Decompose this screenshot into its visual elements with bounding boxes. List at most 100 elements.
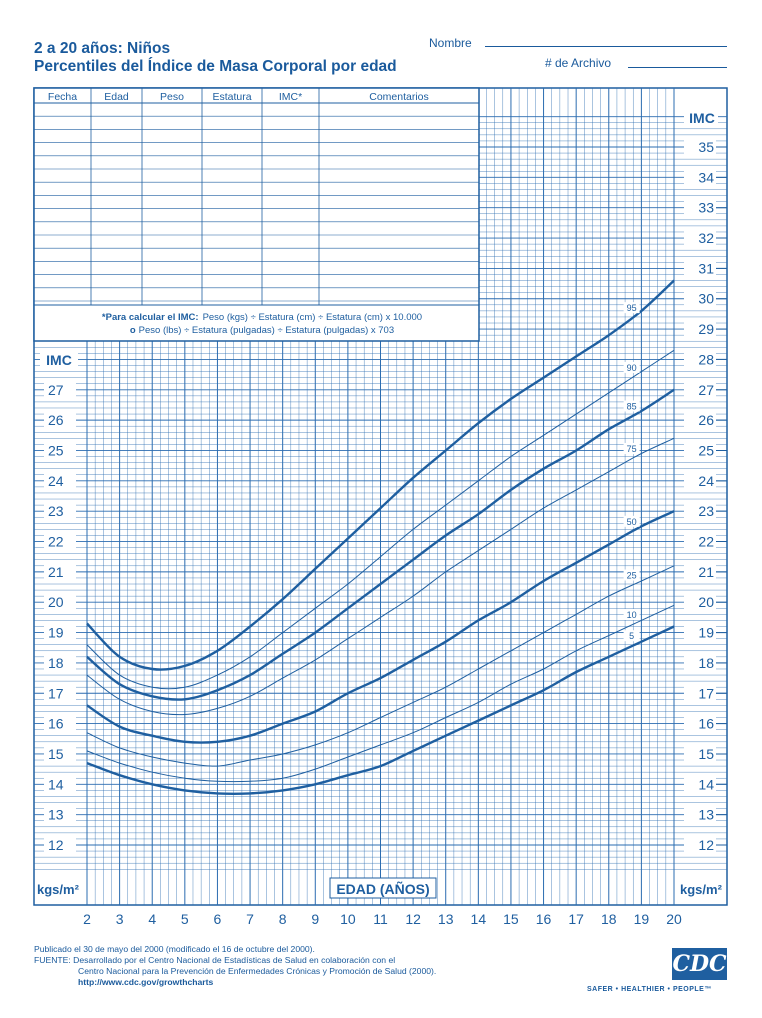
tick-label-bg (684, 837, 716, 852)
tick-label-bg (44, 594, 76, 610)
y-tick-label-left: 19 (48, 625, 64, 641)
y-tick-label-left: 17 (48, 685, 64, 701)
y-tick-label-left: 13 (48, 807, 64, 823)
axes: 1213141516171819202122232425262728293031… (35, 108, 727, 927)
formula-line1: *Para calcular el IMC: Peso (kgs) ÷ Estat… (102, 312, 422, 323)
y-tick-label-right: 15 (698, 746, 714, 762)
tick-label-bg (44, 776, 76, 792)
x-tick-label: 8 (279, 911, 287, 927)
tick-label-bg (684, 654, 716, 670)
percentile-curves (86, 279, 675, 795)
tick-label-bg (684, 199, 716, 215)
y-tick-label-right: 28 (698, 351, 714, 367)
chart-title-line1: 2 a 20 años: Niños (34, 40, 171, 57)
percentile-label-bg (623, 400, 640, 412)
percentile-label-bg (623, 302, 640, 314)
tick-label-bg (684, 412, 716, 428)
y-tick-label-right: 25 (698, 442, 714, 458)
tick-label-bg (684, 442, 716, 458)
table-col-header: Peso (160, 91, 184, 103)
tick-label-bg (684, 472, 716, 488)
x-tick-label: 15 (503, 911, 519, 927)
percentile-label-bg (623, 569, 640, 581)
y-axis-label-right: IMC (689, 110, 715, 126)
x-tick-label: 7 (246, 911, 254, 927)
tick-label-bg (684, 624, 716, 640)
percentile-curve-50 (86, 510, 675, 744)
table-col-header: Edad (104, 91, 129, 103)
y-tick-label-right: 22 (698, 534, 714, 550)
x-axis-title-box (329, 877, 437, 899)
y-tick-label-left: 14 (48, 776, 64, 792)
tick-label-bg (684, 381, 716, 397)
y-tick-label-left: 12 (48, 837, 64, 853)
unit-left-bg (35, 879, 83, 899)
unit-right-bg (678, 879, 726, 899)
tick-label-bg (684, 260, 716, 276)
x-tick-label: 12 (405, 911, 421, 927)
percentile-label-bg (623, 515, 640, 527)
tick-label-bg (44, 381, 76, 397)
cdc-tagline: SAFER • HEALTHIER • PEOPLE™ (587, 986, 712, 993)
tick-label-bg (684, 351, 716, 367)
percentile-curve-95 (86, 279, 675, 671)
imc-left-bg (40, 350, 78, 368)
x-tick-label: 18 (601, 911, 617, 927)
y-tick-label-right: 31 (698, 260, 714, 276)
tick-label-bg (684, 715, 716, 731)
tick-label-bg (684, 685, 716, 701)
tick-label-bg (684, 563, 716, 579)
cdc-logo: CDC (672, 948, 727, 980)
y-tick-label-right: 19 (698, 625, 714, 641)
y-tick-label-left: 22 (48, 534, 64, 550)
x-tick-label: 16 (536, 911, 552, 927)
y-tick-label-right: 23 (698, 503, 714, 519)
percentile-label-bg (623, 442, 640, 454)
y-tick-label-left: 23 (48, 503, 64, 519)
tick-label-bg (684, 169, 716, 185)
y-tick-label-right: 18 (698, 655, 714, 671)
percentile-label-bg (623, 608, 640, 620)
percentile-label-85: 85 (627, 401, 637, 411)
footer-url-link[interactable]: http://www.cdc.gov/growthcharts (78, 977, 214, 987)
y-tick-label-right: 12 (698, 837, 714, 853)
tick-label-bg (44, 442, 76, 458)
y-tick-label-right: 27 (698, 382, 714, 398)
percentile-label-25: 25 (627, 571, 637, 581)
y-tick-label-left: 21 (48, 564, 64, 580)
tick-label-bg (44, 685, 76, 701)
tick-label-bg (44, 654, 76, 670)
name-field[interactable] (485, 46, 727, 47)
y-tick-label-left: 16 (48, 716, 64, 732)
y-tick-label-right: 17 (698, 685, 714, 701)
tick-label-bg (44, 533, 76, 549)
percentile-curve-75 (86, 437, 675, 716)
tick-label-bg (684, 776, 716, 792)
record-number-label: # de Archivo (545, 56, 612, 70)
tick-label-bg (684, 321, 716, 337)
tick-label-bg (44, 563, 76, 579)
tick-label-bg (684, 139, 716, 154)
unit-label-right: kgs/m² (680, 882, 723, 897)
y-tick-label-right: 29 (698, 321, 714, 337)
tick-label-bg (684, 533, 716, 549)
footer-source: FUENTE: Desarrollado por el Centro Nacio… (34, 955, 396, 965)
tick-label-bg (44, 745, 76, 761)
x-tick-label: 3 (116, 911, 124, 927)
table-col-header: IMC* (279, 91, 302, 103)
x-tick-label: 6 (214, 911, 222, 927)
tick-label-bg (684, 503, 716, 519)
x-tick-label: 10 (340, 911, 356, 927)
x-axis-title: EDAD (AÑOS) (336, 880, 429, 897)
unit-label-left: kgs/m² (37, 882, 80, 897)
tick-label-bg (684, 290, 716, 306)
percentile-label-50: 50 (627, 517, 637, 527)
y-tick-label-left: 25 (48, 442, 64, 458)
y-tick-label-right: 30 (698, 291, 714, 307)
record-number-field[interactable] (628, 67, 727, 68)
formula-line2: o Peso (lbs) ÷ Estatura (pulgadas) ÷ Esta… (130, 325, 394, 336)
name-label: Nombre (429, 36, 472, 50)
y-tick-label-right: 20 (698, 594, 714, 610)
record-table: Fecha Edad Peso Estatura IMC* Comentarios *Pa… (33, 87, 480, 342)
tick-label-bg (44, 624, 76, 640)
